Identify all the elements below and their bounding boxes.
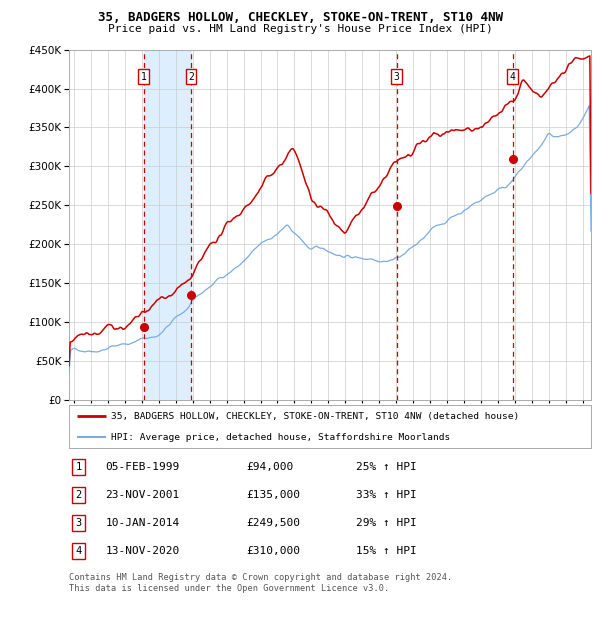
- Text: 23-NOV-2001: 23-NOV-2001: [106, 490, 180, 500]
- Text: £135,000: £135,000: [247, 490, 301, 500]
- Text: 35, BADGERS HOLLOW, CHECKLEY, STOKE-ON-TRENT, ST10 4NW (detached house): 35, BADGERS HOLLOW, CHECKLEY, STOKE-ON-T…: [111, 412, 519, 420]
- Text: 13-NOV-2020: 13-NOV-2020: [106, 546, 180, 556]
- Text: £310,000: £310,000: [247, 546, 301, 556]
- Text: 10-JAN-2014: 10-JAN-2014: [106, 518, 180, 528]
- Text: Price paid vs. HM Land Registry's House Price Index (HPI): Price paid vs. HM Land Registry's House …: [107, 24, 493, 33]
- Text: 33% ↑ HPI: 33% ↑ HPI: [356, 490, 417, 500]
- Text: 15% ↑ HPI: 15% ↑ HPI: [356, 546, 417, 556]
- Text: 2: 2: [188, 72, 194, 82]
- Text: 4: 4: [509, 72, 515, 82]
- Text: 05-FEB-1999: 05-FEB-1999: [106, 462, 180, 472]
- Bar: [143, 50, 191, 400]
- Text: 3: 3: [75, 518, 82, 528]
- Text: 29% ↑ HPI: 29% ↑ HPI: [356, 518, 417, 528]
- Text: 1: 1: [140, 72, 146, 82]
- Text: 2: 2: [75, 490, 82, 500]
- Text: 25% ↑ HPI: 25% ↑ HPI: [356, 462, 417, 472]
- Text: 3: 3: [394, 72, 400, 82]
- Text: 1: 1: [75, 462, 82, 472]
- Text: 35, BADGERS HOLLOW, CHECKLEY, STOKE-ON-TRENT, ST10 4NW: 35, BADGERS HOLLOW, CHECKLEY, STOKE-ON-T…: [97, 11, 503, 24]
- Text: £94,000: £94,000: [247, 462, 294, 472]
- Text: HPI: Average price, detached house, Staffordshire Moorlands: HPI: Average price, detached house, Staf…: [111, 433, 450, 441]
- Text: 4: 4: [75, 546, 82, 556]
- Text: Contains HM Land Registry data © Crown copyright and database right 2024.: Contains HM Land Registry data © Crown c…: [69, 574, 452, 583]
- Text: £249,500: £249,500: [247, 518, 301, 528]
- Text: This data is licensed under the Open Government Licence v3.0.: This data is licensed under the Open Gov…: [69, 584, 389, 593]
